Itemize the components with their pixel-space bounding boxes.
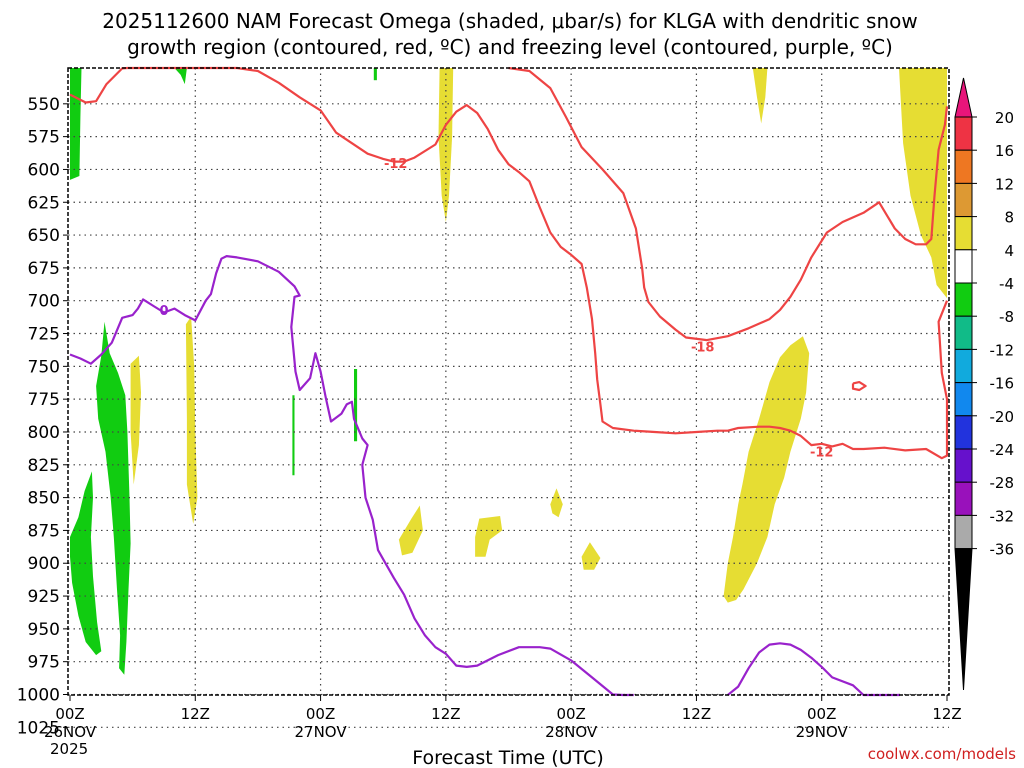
colorbar-segment-12 — [954, 514, 973, 550]
credit-text: coolwx.com/models — [868, 745, 1016, 763]
positive-region-5 — [185, 316, 198, 524]
y-tick-label-575: 575 — [28, 128, 60, 148]
x-tick-label-36: 12Z — [431, 705, 460, 723]
positive-region-6 — [398, 505, 423, 556]
colorbar-segment-4 — [954, 249, 973, 284]
negative-region-1 — [70, 68, 82, 180]
colorbar-tick-label-2: 12 — [995, 175, 1014, 193]
negative-region-3 — [96, 321, 131, 675]
colorbar-tick-label-3: 8 — [1004, 209, 1014, 227]
negative-region-5 — [373, 68, 377, 81]
colorbar-tick-label-12: -32 — [990, 507, 1015, 525]
colorbar-tick-label-8: -16 — [990, 375, 1015, 393]
x-tick-label-48: 00Z — [556, 705, 585, 723]
colorbar-tick-label-13: -36 — [990, 541, 1015, 559]
y-tick-label-625: 625 — [28, 193, 60, 213]
gridlines — [68, 68, 949, 728]
y-tick-label-700: 700 — [28, 292, 60, 312]
x-tick-date-72: 29NOV — [796, 723, 849, 741]
y-tick-label-975: 975 — [28, 653, 60, 673]
x-tick-label-0: 00Z — [55, 705, 84, 723]
omega-shading — [70, 68, 947, 675]
x-tick-label-84: 12Z — [932, 705, 961, 723]
colorbar-top-arrow — [954, 77, 973, 118]
chart-title-line-2: growth region (contoured, red, ºC) and f… — [127, 35, 893, 59]
y-tick-label-550: 550 — [28, 95, 60, 115]
x-tick-date-48: 28NOV — [545, 723, 598, 741]
y-tick-label-725: 725 — [28, 325, 60, 345]
negative-region-7 — [354, 369, 358, 442]
dgz-contour-blob — [851, 381, 867, 392]
chart-title-line-1: 2025112600 NAM Forecast Omega (shaded, μ… — [102, 9, 918, 33]
colorbar-tick-label-9: -20 — [990, 408, 1015, 426]
y-tick-label-650: 650 — [28, 226, 60, 246]
y-tick-label-800: 800 — [28, 423, 60, 443]
positive-region-8 — [550, 488, 563, 518]
colorbar-segment-3 — [954, 216, 973, 251]
y-tick-label-825: 825 — [28, 456, 60, 476]
y-tick-label-1025: 1025 — [17, 718, 60, 738]
colorbar-segment-9 — [954, 415, 973, 450]
x-tick-label-72: 00Z — [807, 705, 836, 723]
positive-region-7 — [475, 516, 503, 557]
colorbar-segment-6 — [954, 315, 973, 350]
colorbar-tick-label-10: -24 — [990, 441, 1015, 459]
freezing-contour-right — [727, 642, 900, 697]
y-tick-label-900: 900 — [28, 554, 60, 574]
positive-region-10 — [723, 336, 810, 603]
y-tick-label-950: 950 — [28, 620, 60, 640]
colorbar-bottom-arrow — [954, 548, 973, 691]
colorbar-segment-0 — [954, 116, 973, 151]
colorbar-segment-5 — [954, 282, 973, 317]
colorbar-segment-1 — [954, 149, 973, 184]
negative-region-6 — [292, 395, 295, 476]
x-tick-label-24: 00Z — [306, 705, 335, 723]
y-tick-label-875: 875 — [28, 521, 60, 541]
colorbar: 20 16 12 8 4 -4 -8 -12 -16 -20 -24 -28 -32 -36 — [954, 77, 1015, 691]
x-tick-label-12: 12Z — [181, 705, 210, 723]
dgz-contour-upper — [69, 66, 949, 460]
x-tick-date-24: 27NOV — [295, 723, 348, 741]
y-tick-label-850: 850 — [28, 489, 60, 509]
freezing-contour-main — [69, 255, 634, 697]
contour-label-0: -12 — [384, 157, 408, 172]
positive-region-9 — [581, 542, 601, 570]
colorbar-segment-8 — [954, 382, 973, 417]
colorbar-segment-10 — [954, 448, 973, 483]
positive-region-2 — [752, 68, 768, 124]
y-tick-label-925: 925 — [28, 587, 60, 607]
colorbar-tick-label-4: 4 — [1004, 242, 1014, 260]
x-tick-year: 2025 — [50, 740, 88, 758]
colorbar-segment-11 — [954, 481, 973, 516]
y-tick-label-750: 750 — [28, 357, 60, 377]
contour-labels: -12 -18 -12 0 — [159, 157, 833, 461]
contour-label-3: 0 — [159, 304, 168, 319]
negative-region-4 — [174, 68, 187, 85]
colorbar-tick-label-7: -12 — [990, 341, 1015, 359]
y-tick-label-600: 600 — [28, 160, 60, 180]
y-axis-ticks: 550 575 600 625 650 675 700 725 750 775 800 825 850 8… — [17, 95, 68, 738]
contour-label-2: -12 — [810, 446, 834, 461]
colorbar-tick-label-11: -28 — [990, 474, 1015, 492]
positive-region-3 — [899, 68, 947, 299]
y-tick-label-675: 675 — [28, 259, 60, 279]
colorbar-tick-label-0: 20 — [995, 109, 1014, 127]
contour-label-1: -18 — [691, 341, 715, 356]
y-tick-label-775: 775 — [28, 390, 60, 410]
y-tick-label-1000: 1000 — [17, 686, 60, 706]
colorbar-tick-label-6: -8 — [999, 308, 1014, 326]
dgz-contour-inner — [508, 66, 949, 342]
x-tick-date-0: 26NOV — [44, 723, 97, 741]
colorbar-segment-7 — [954, 348, 973, 384]
plot-frame — [67, 67, 950, 696]
x-axis-label: Forecast Time (UTC) — [412, 747, 603, 768]
x-tick-label-60: 12Z — [682, 705, 711, 723]
colorbar-segment-2 — [954, 182, 973, 218]
colorbar-tick-label-5: -4 — [999, 275, 1014, 293]
positive-region-4 — [130, 355, 141, 485]
contours — [69, 66, 949, 697]
colorbar-tick-label-1: 16 — [995, 142, 1014, 160]
